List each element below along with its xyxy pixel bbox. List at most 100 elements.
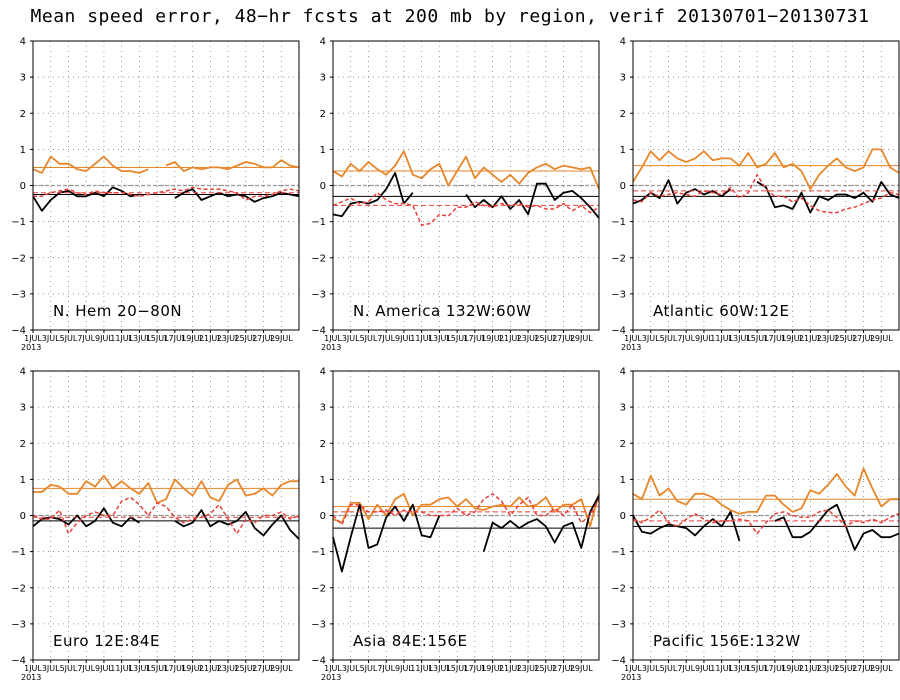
x-tick-label: 17JUL: [463, 664, 486, 673]
y-tick-label: 2: [620, 439, 626, 450]
x-tick-label: 3JUL: [642, 334, 660, 343]
y-tick-label: 4: [620, 37, 626, 48]
x-tick-label: 17JUL: [763, 334, 786, 343]
x-tick-label: 9JUL: [395, 664, 413, 673]
y-tick-label: 0: [320, 511, 326, 522]
x-tick-label: 27JUL: [252, 334, 275, 343]
region-label: Asia 84E:156E: [353, 632, 467, 650]
year-label: 2013: [321, 673, 341, 682]
x-tick-label: 13JUL: [728, 664, 751, 673]
x-tick-label: 13JUL: [428, 334, 451, 343]
series-red-line: [632, 509, 900, 535]
x-tick-label: 5JUL: [360, 334, 378, 343]
series-orange-line: [632, 148, 900, 191]
y-tick-label: 3: [320, 73, 326, 84]
y-tick-label: −1: [611, 547, 626, 558]
series-black-line: [332, 503, 441, 573]
x-tick-label: 19JUL: [181, 664, 204, 673]
y-tick-label: −3: [11, 619, 26, 630]
y-tick-label: 2: [20, 439, 26, 450]
series-black-line: [774, 503, 900, 551]
x-tick-label: 13JUL: [128, 334, 151, 343]
x-tick-label: 11JUL: [110, 334, 133, 343]
y-tick-label: 1: [320, 475, 326, 486]
x-tick-label: 19JUL: [781, 664, 804, 673]
x-tick-label: 25JUL: [834, 664, 857, 673]
x-tick-label: 11JUL: [410, 664, 433, 673]
x-tick-label: 15JUL: [146, 334, 169, 343]
y-tick-label: 1: [620, 475, 626, 486]
x-tick-label: 5JUL: [360, 664, 378, 673]
y-tick-label: 2: [620, 109, 626, 120]
y-tick-label: −3: [611, 619, 626, 630]
y-tick-label: −2: [11, 253, 26, 264]
series-black-line: [32, 186, 140, 212]
x-tick-label: 29JUL: [870, 664, 893, 673]
y-tick-label: −1: [311, 547, 326, 558]
y-tick-label: −4: [611, 656, 626, 667]
y-tick-label: 1: [320, 145, 326, 156]
y-tick-label: −3: [611, 289, 626, 300]
y-tick-label: 3: [620, 403, 626, 414]
y-tick-label: −4: [311, 656, 326, 667]
y-tick-label: −2: [311, 253, 326, 264]
x-tick-label: 15JUL: [446, 664, 469, 673]
series-black-line: [632, 179, 732, 205]
x-tick-label: 17JUL: [763, 664, 786, 673]
year-label: 2013: [621, 343, 641, 352]
y-tick-label: −1: [611, 217, 626, 228]
series-black-line: [174, 509, 300, 540]
x-tick-label: 7JUL: [77, 664, 95, 673]
y-tick-label: 3: [20, 403, 26, 414]
region-label: Pacific 156E:132W: [653, 632, 801, 650]
series-red-line: [32, 496, 300, 535]
x-tick-label: 27JUL: [852, 664, 875, 673]
y-tick-label: −3: [11, 289, 26, 300]
x-tick-label: 19JUL: [481, 664, 504, 673]
x-tick-label: 19JUL: [481, 334, 504, 343]
y-tick-label: −2: [11, 583, 26, 594]
x-tick-label: 17JUL: [163, 664, 186, 673]
region-label: N. Hem 20−80N: [53, 302, 182, 320]
y-tick-label: −3: [311, 289, 326, 300]
series-orange-line: [32, 155, 149, 174]
x-tick-label: 9JUL: [95, 664, 113, 673]
x-tick-label: 21JUL: [799, 664, 822, 673]
y-tick-label: 0: [620, 181, 626, 192]
x-tick-label: 5JUL: [60, 664, 78, 673]
x-tick-label: 1JUL: [324, 664, 342, 673]
y-tick-label: −2: [611, 583, 626, 594]
year-label: 2013: [21, 343, 41, 352]
y-tick-label: −4: [611, 326, 626, 337]
x-tick-label: 13JUL: [428, 664, 451, 673]
y-tick-label: −2: [311, 583, 326, 594]
series-red-line: [332, 191, 600, 226]
x-tick-label: 29JUL: [270, 664, 293, 673]
x-tick-label: 23JUL: [217, 664, 240, 673]
series-black-line: [632, 510, 741, 542]
y-tick-label: 4: [20, 367, 26, 378]
x-tick-label: 23JUL: [817, 334, 840, 343]
x-tick-label: 25JUL: [534, 664, 557, 673]
y-tick-label: −3: [311, 619, 326, 630]
x-tick-label: 27JUL: [552, 334, 575, 343]
x-tick-label: 15JUL: [746, 664, 769, 673]
y-tick-label: −4: [11, 656, 26, 667]
y-tick-label: 0: [20, 181, 26, 192]
x-tick-label: 19JUL: [181, 334, 204, 343]
series-red-line: [632, 173, 900, 214]
x-tick-label: 3JUL: [42, 664, 60, 673]
x-tick-label: 17JUL: [163, 334, 186, 343]
series-black-line: [465, 182, 600, 219]
x-tick-label: 21JUL: [799, 334, 822, 343]
year-label: 2013: [321, 343, 341, 352]
x-tick-label: 29JUL: [570, 664, 593, 673]
y-tick-label: 4: [320, 37, 326, 48]
y-tick-label: 1: [620, 145, 626, 156]
x-tick-label: 3JUL: [42, 334, 60, 343]
x-tick-label: 15JUL: [446, 334, 469, 343]
